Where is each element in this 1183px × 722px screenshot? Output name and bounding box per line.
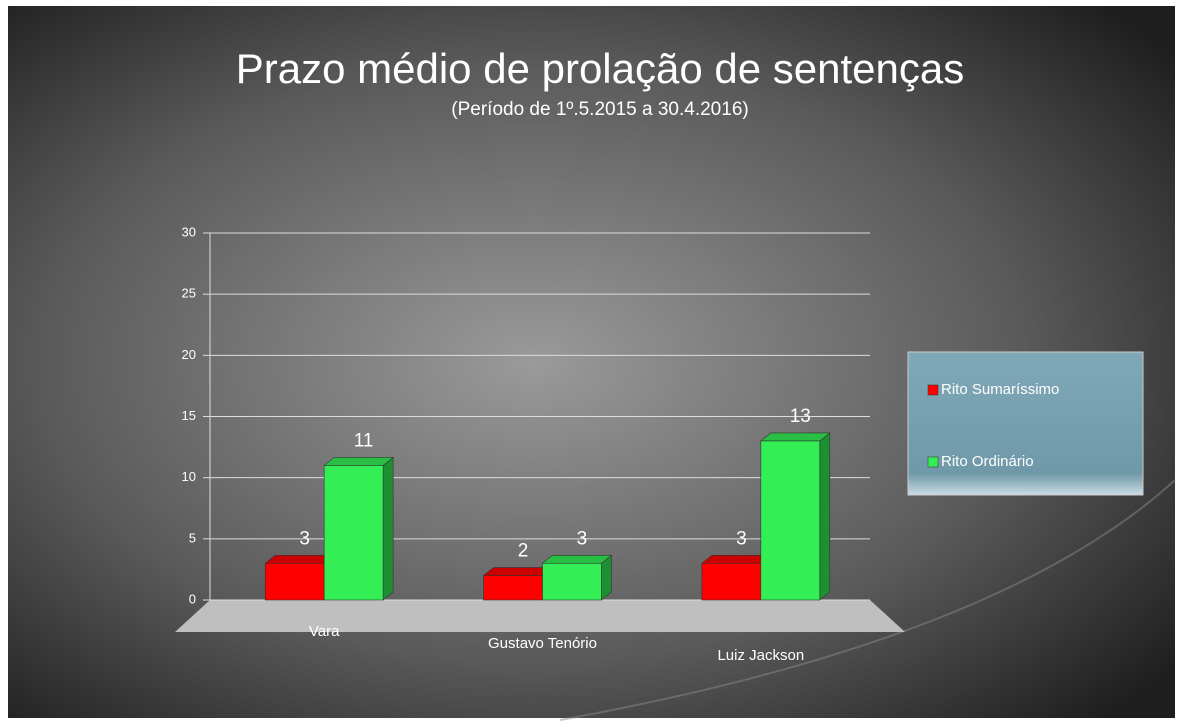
y-tick-label: 20 (182, 347, 196, 362)
x-tick-label: Luiz Jackson (717, 647, 804, 664)
bar-front (323, 465, 384, 601)
bar-front (542, 562, 602, 601)
bar (759, 432, 831, 601)
y-tick-label: 15 (182, 408, 196, 423)
data-label: 3 (299, 528, 310, 549)
bar (482, 566, 554, 601)
x-tick-label: Vara (309, 623, 340, 640)
data-label: 11 (354, 430, 374, 451)
y-tick-label: 30 (182, 224, 196, 239)
bar-top (264, 554, 336, 564)
legend-swatch (927, 456, 939, 468)
chart-title: Prazo médio de prolação de sentenças (236, 45, 964, 92)
y-tick-label: 10 (182, 469, 196, 484)
bar-side (819, 432, 831, 601)
bar-front (483, 575, 543, 601)
legend-swatch (927, 384, 939, 396)
floor (175, 600, 905, 632)
bar-top (482, 567, 554, 576)
legend-label: Rito Ordinário (941, 453, 1034, 470)
bar (701, 554, 772, 601)
bar-front (760, 440, 821, 601)
data-label: 2 (518, 541, 529, 562)
bar-top (759, 432, 831, 442)
y-tick-label: 25 (182, 286, 196, 301)
data-label: 13 (790, 406, 811, 427)
legend-label: Rito Sumaríssimo (941, 381, 1059, 398)
bar-front (264, 562, 325, 601)
legend (907, 351, 1144, 496)
bar-side (382, 456, 394, 601)
y-tick-label: 5 (189, 530, 196, 545)
bar (264, 554, 336, 601)
bar-top (701, 554, 772, 564)
x-tick-label: Gustavo Tenório (488, 635, 597, 652)
data-label: 3 (736, 528, 747, 549)
bar-top (323, 457, 394, 466)
bar-front (701, 562, 762, 601)
data-label: 3 (577, 528, 588, 549)
bar (541, 554, 613, 601)
y-tick-label: 0 (189, 591, 196, 606)
bar-top (541, 554, 613, 564)
bar (323, 456, 394, 601)
chart-subtitle: (Período de 1º.5.2015 a 30.4.2016) (451, 99, 748, 120)
decoration (559, 479, 1176, 721)
